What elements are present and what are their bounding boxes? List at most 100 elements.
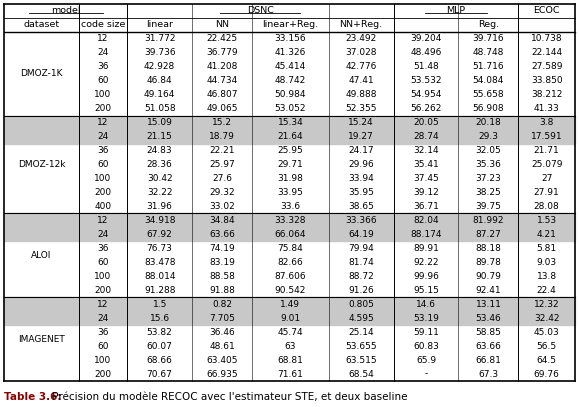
Text: 36: 36 — [97, 244, 109, 253]
Text: 39.716: 39.716 — [472, 35, 504, 44]
Text: DSNC: DSNC — [247, 7, 274, 15]
Polygon shape — [4, 130, 575, 144]
Text: 81.74: 81.74 — [348, 258, 374, 267]
Text: 20.18: 20.18 — [475, 118, 501, 127]
Text: 88.014: 88.014 — [144, 272, 175, 281]
Text: 33.156: 33.156 — [274, 35, 306, 44]
Text: 63.515: 63.515 — [345, 356, 377, 365]
Text: 29.3: 29.3 — [478, 132, 499, 141]
Text: 48.496: 48.496 — [411, 48, 442, 57]
Text: 1.5: 1.5 — [152, 300, 167, 309]
Polygon shape — [4, 311, 575, 325]
Text: 27.589: 27.589 — [531, 62, 562, 71]
Text: 66.935: 66.935 — [206, 370, 238, 379]
Text: 87.606: 87.606 — [274, 272, 306, 281]
Text: 33.6: 33.6 — [280, 202, 301, 211]
Text: 9.01: 9.01 — [280, 314, 301, 323]
Text: 12: 12 — [97, 300, 109, 309]
Text: 70.67: 70.67 — [146, 370, 173, 379]
Text: 38.212: 38.212 — [531, 90, 562, 99]
Text: 68.81: 68.81 — [277, 356, 303, 365]
Text: 39.12: 39.12 — [413, 188, 439, 197]
Text: 5.81: 5.81 — [537, 244, 557, 253]
Text: 68.54: 68.54 — [348, 370, 374, 379]
Text: 88.18: 88.18 — [475, 244, 501, 253]
Text: 44.734: 44.734 — [207, 76, 238, 85]
Text: 42.928: 42.928 — [144, 62, 175, 71]
Text: linear+Reg.: linear+Reg. — [262, 20, 318, 29]
Text: 83.478: 83.478 — [144, 258, 175, 267]
Text: 51.48: 51.48 — [413, 62, 439, 71]
Text: 41.208: 41.208 — [206, 62, 238, 71]
Text: 15.6: 15.6 — [149, 314, 170, 323]
Polygon shape — [4, 213, 575, 228]
Text: 64.19: 64.19 — [348, 230, 374, 239]
Text: 22.21: 22.21 — [210, 146, 235, 155]
Text: code size: code size — [81, 20, 125, 29]
Text: 28.36: 28.36 — [147, 160, 173, 169]
Text: 22.4: 22.4 — [537, 286, 556, 295]
Text: 48.742: 48.742 — [274, 76, 306, 85]
Text: 51.716: 51.716 — [472, 62, 504, 71]
Text: 64.5: 64.5 — [537, 356, 556, 365]
Text: 48.748: 48.748 — [472, 48, 504, 57]
Text: 89.78: 89.78 — [475, 258, 501, 267]
Text: 63.66: 63.66 — [475, 341, 501, 350]
Text: 200: 200 — [94, 370, 112, 379]
Text: 28.08: 28.08 — [534, 202, 559, 211]
Text: 56.5: 56.5 — [537, 341, 557, 350]
Text: 3.8: 3.8 — [540, 118, 554, 127]
Text: 33.366: 33.366 — [345, 216, 377, 225]
Text: 53.19: 53.19 — [413, 314, 439, 323]
Text: 9.03: 9.03 — [537, 258, 557, 267]
Text: 27: 27 — [541, 174, 552, 183]
Text: 0.805: 0.805 — [348, 300, 374, 309]
Text: 63.66: 63.66 — [209, 230, 235, 239]
Text: 52.355: 52.355 — [345, 104, 377, 113]
Text: 31.772: 31.772 — [144, 35, 175, 44]
Text: 33.95: 33.95 — [277, 188, 303, 197]
Text: 19.27: 19.27 — [348, 132, 374, 141]
Text: 24: 24 — [97, 314, 109, 323]
Text: 81.992: 81.992 — [472, 216, 504, 225]
Text: 32.05: 32.05 — [475, 146, 501, 155]
Text: 56.262: 56.262 — [411, 104, 442, 113]
Text: 60: 60 — [97, 160, 109, 169]
Text: MLP: MLP — [446, 7, 466, 15]
Text: 47.41: 47.41 — [349, 76, 374, 85]
Text: NN: NN — [215, 20, 229, 29]
Text: 56.908: 56.908 — [472, 104, 504, 113]
Text: 31.96: 31.96 — [146, 202, 173, 211]
Text: 35.95: 35.95 — [348, 188, 374, 197]
Text: 25.97: 25.97 — [209, 160, 235, 169]
Text: 1.49: 1.49 — [280, 300, 301, 309]
Text: 17.591: 17.591 — [531, 132, 563, 141]
Text: 37.23: 37.23 — [475, 174, 501, 183]
Text: 18.79: 18.79 — [209, 132, 235, 141]
Text: 4.595: 4.595 — [348, 314, 374, 323]
Text: 66.81: 66.81 — [475, 356, 501, 365]
Text: 48.61: 48.61 — [209, 341, 235, 350]
Text: 100: 100 — [94, 272, 112, 281]
Text: 67.92: 67.92 — [147, 230, 173, 239]
Text: 100: 100 — [94, 90, 112, 99]
Text: 200: 200 — [94, 286, 112, 295]
Text: 74.19: 74.19 — [209, 244, 235, 253]
Text: 29.96: 29.96 — [348, 160, 374, 169]
Text: 27.91: 27.91 — [534, 188, 559, 197]
Text: 15.34: 15.34 — [277, 118, 303, 127]
Text: 4.21: 4.21 — [537, 230, 556, 239]
Text: 7.705: 7.705 — [209, 314, 235, 323]
Text: 35.36: 35.36 — [475, 160, 501, 169]
Text: 35.41: 35.41 — [413, 160, 439, 169]
Text: 50.984: 50.984 — [274, 90, 306, 99]
Text: 32.42: 32.42 — [534, 314, 559, 323]
Text: 12: 12 — [97, 35, 109, 44]
Text: 76.73: 76.73 — [146, 244, 173, 253]
Text: 58.85: 58.85 — [475, 328, 501, 337]
Text: 95.15: 95.15 — [413, 286, 439, 295]
Text: 51.058: 51.058 — [144, 104, 175, 113]
Text: model: model — [51, 7, 80, 15]
Text: Précision du modèle RECOC avec l'estimateur STE, et deux baseline: Précision du modèle RECOC avec l'estimat… — [49, 392, 408, 402]
Text: 63: 63 — [285, 341, 296, 350]
